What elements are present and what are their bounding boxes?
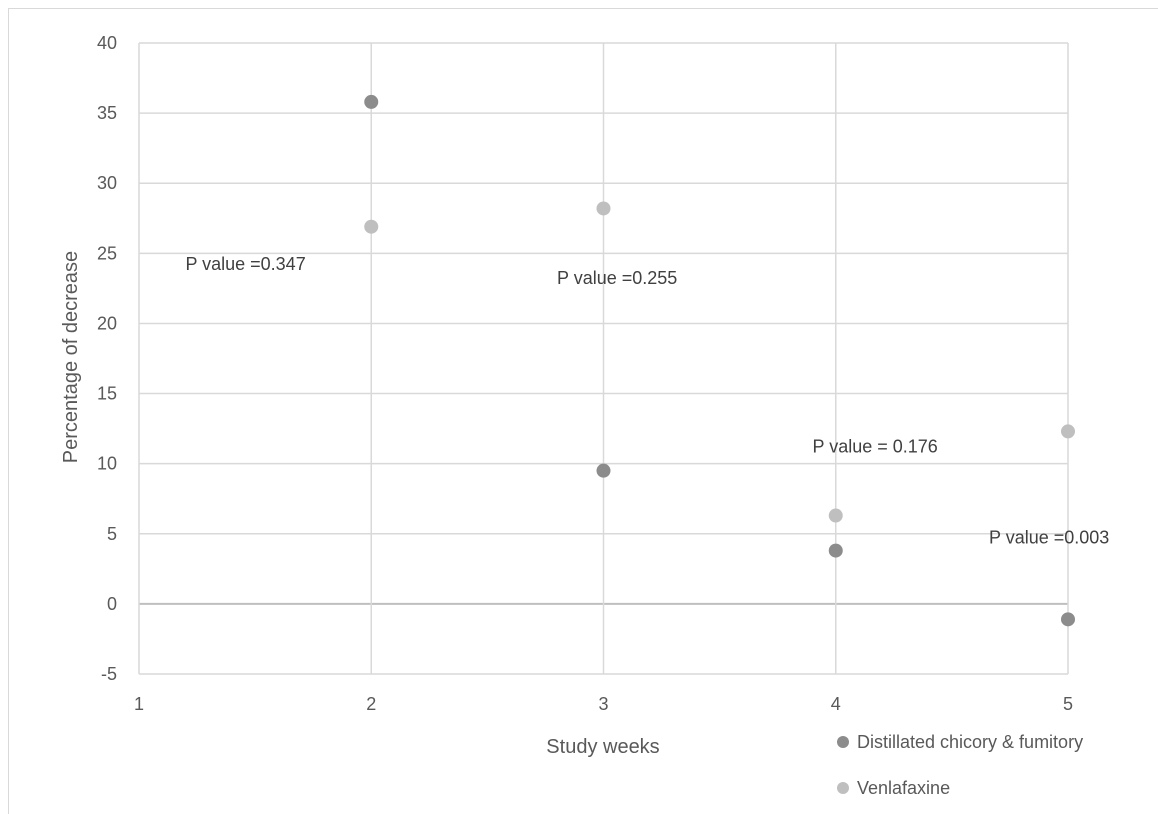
chart-frame — [8, 8, 1158, 814]
data-point-series-2 — [1061, 424, 1075, 439]
data-point-series-2 — [364, 219, 379, 234]
legend-label-series-1: Distillated chicory & fumitory — [857, 732, 1083, 752]
annotations: P value =0.347 P value =0.255 P value = 0.… — [185, 254, 1109, 547]
legend: Distillated chicory & fumitory Venlafaxi… — [837, 732, 1083, 798]
legend-label-series-2: Venlafaxine — [857, 778, 950, 798]
x-tick-label: 1 — [134, 694, 144, 714]
y-tick-label: 0 — [107, 594, 117, 614]
x-axis-title: Study weeks — [546, 736, 659, 758]
data-points — [364, 94, 1075, 627]
legend-marker-series-2 — [837, 782, 849, 794]
x-tick-label: 3 — [598, 694, 608, 714]
tick-labels: -5 0 5 10 15 20 25 30 35 40 1 2 3 4 5 — [97, 33, 1073, 714]
data-point-series-2 — [596, 201, 611, 216]
y-tick-label: 35 — [97, 103, 117, 123]
p-value-annotation: P value = 0.176 — [813, 436, 938, 456]
p-value-annotation: P value =0.255 — [557, 268, 677, 288]
y-tick-label: 20 — [97, 313, 117, 333]
x-tick-label: 4 — [831, 694, 841, 714]
data-point-series-2 — [828, 508, 843, 523]
y-tick-label: 15 — [97, 384, 117, 404]
y-tick-label: 10 — [97, 454, 117, 474]
y-tick-label: -5 — [101, 664, 117, 684]
data-point-series-1 — [828, 543, 843, 558]
x-tick-label: 5 — [1063, 694, 1073, 714]
p-value-annotation: P value =0.003 — [989, 528, 1109, 548]
legend-marker-series-1 — [837, 736, 849, 748]
y-tick-label: 30 — [97, 173, 117, 193]
y-tick-label: 25 — [97, 243, 117, 263]
data-point-series-1 — [364, 94, 379, 109]
p-value-annotation: P value =0.347 — [185, 254, 305, 274]
y-tick-label: 5 — [107, 524, 117, 544]
data-point-series-1 — [596, 463, 611, 478]
data-point-series-1 — [1061, 612, 1075, 627]
x-tick-label: 2 — [366, 694, 376, 714]
y-tick-label: 40 — [97, 33, 117, 53]
y-axis-title: Percentage of decrease — [60, 251, 82, 463]
grid — [138, 42, 1069, 675]
